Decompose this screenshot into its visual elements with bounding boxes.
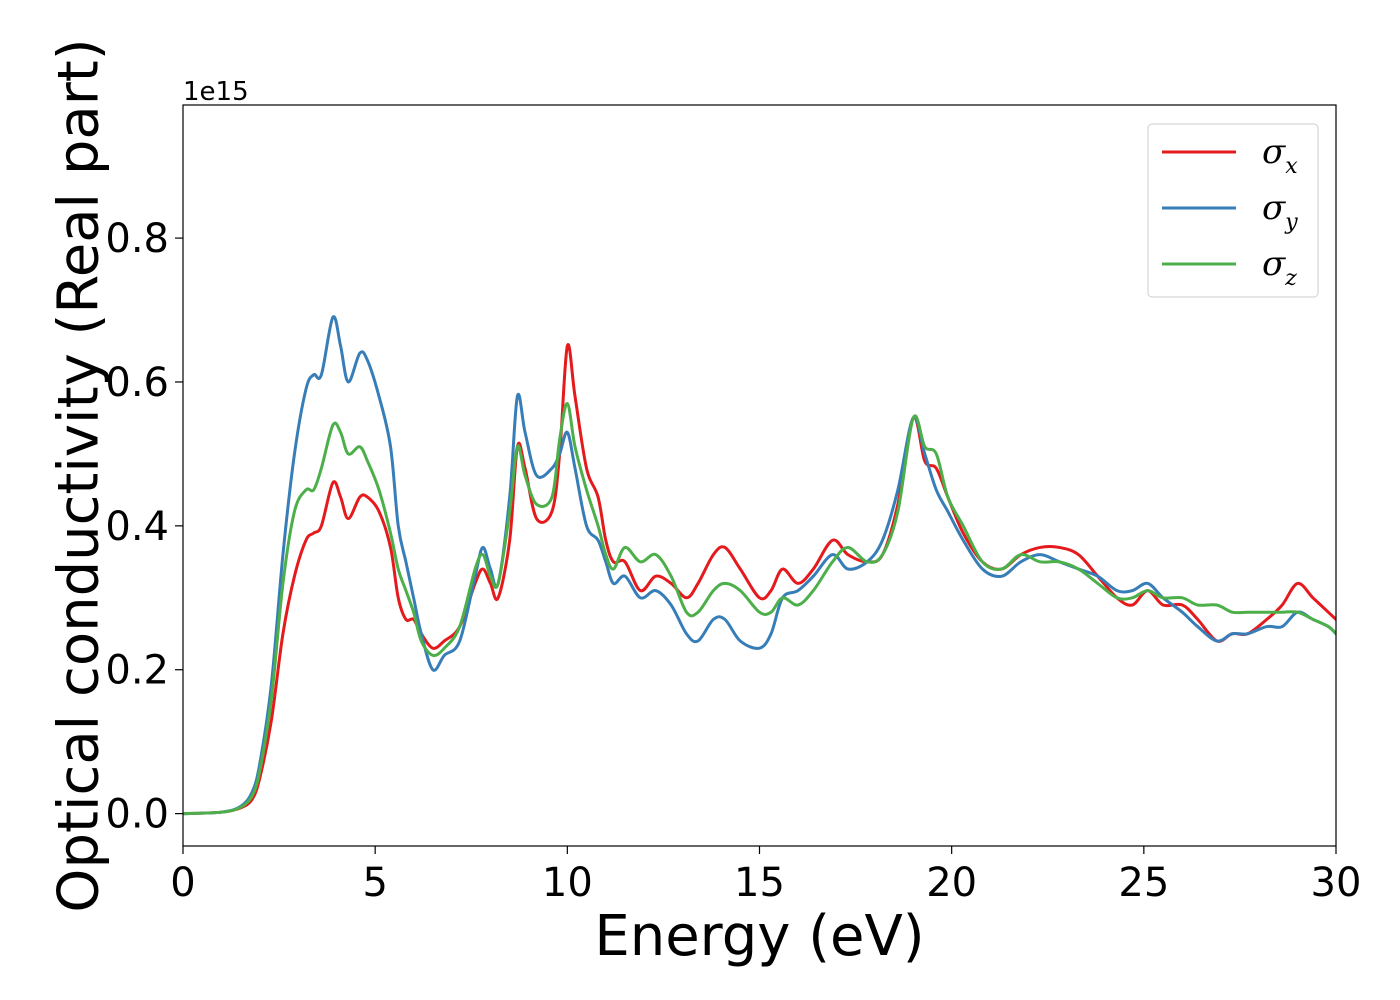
y-tick-label: 0.6 [105, 360, 169, 406]
y-axis-title: Optical conductivity (Real part) [47, 38, 112, 912]
y-tick-label: 0.8 [105, 216, 169, 262]
x-tick-label: 20 [926, 860, 977, 906]
plot-series-group [183, 315, 1336, 816]
x-tick-label: 10 [542, 860, 593, 906]
series-line-z [183, 402, 1336, 816]
legend-label-x: σx [1262, 132, 1298, 179]
x-tick-label: 30 [1311, 860, 1362, 906]
y-tick-label: 0.4 [105, 504, 169, 550]
x-tick-label: 5 [362, 860, 387, 906]
x-tick-label: 0 [170, 860, 195, 906]
y-tick-label: 0.0 [105, 792, 169, 838]
x-axis: 0 5 10 15 20 25 30 [170, 846, 1361, 906]
series-line-y [183, 315, 1336, 816]
x-axis-title: Energy (eV) [594, 904, 924, 969]
legend-frame [1147, 123, 1319, 298]
x-tick-label: 25 [1118, 860, 1169, 906]
y-axis: 0.0 0.2 0.4 0.6 0.8 [105, 216, 183, 838]
y-offset-label: 1e15 [183, 77, 249, 107]
x-tick-label: 15 [734, 860, 785, 906]
series-line-x [183, 343, 1336, 816]
y-tick-label: 0.2 [105, 648, 169, 694]
